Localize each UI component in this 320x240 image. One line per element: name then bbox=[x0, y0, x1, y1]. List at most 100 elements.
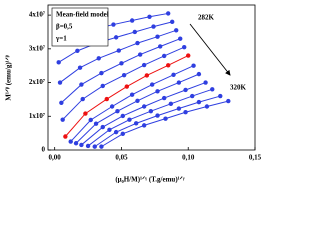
data-point bbox=[226, 98, 231, 104]
data-point bbox=[99, 70, 104, 76]
data-point bbox=[120, 131, 125, 137]
data-point bbox=[120, 113, 125, 119]
data-point bbox=[79, 82, 84, 87]
data-point bbox=[210, 87, 215, 92]
data-point bbox=[100, 83, 105, 89]
data-point bbox=[60, 117, 65, 122]
data-point bbox=[93, 121, 99, 126]
label-box bbox=[51, 7, 109, 47]
data-point bbox=[68, 139, 73, 144]
data-point bbox=[57, 80, 63, 85]
data-point bbox=[75, 48, 80, 54]
data-point bbox=[151, 24, 156, 29]
arrow bbox=[189, 23, 231, 76]
plot-frame bbox=[47, 4, 256, 151]
data-point bbox=[88, 117, 93, 123]
data-point bbox=[147, 14, 152, 20]
y-tick-label: 3x10⁷ bbox=[29, 44, 45, 52]
data-point bbox=[79, 142, 84, 148]
data-point bbox=[161, 53, 167, 59]
data-point bbox=[124, 84, 129, 89]
data-point bbox=[109, 104, 115, 109]
x-axis-label: (μ₀H/M)¹ᐟᵞ (T.g/emu)¹ᐟᵞ bbox=[115, 176, 184, 184]
data-point bbox=[127, 117, 132, 122]
data-point bbox=[148, 109, 154, 114]
data-point bbox=[111, 22, 116, 27]
data-point bbox=[96, 56, 101, 61]
data-point bbox=[59, 100, 64, 105]
data-point bbox=[182, 44, 187, 50]
data-point bbox=[121, 72, 127, 78]
y-tick-label: 1x10⁷ bbox=[29, 112, 45, 120]
data-point bbox=[56, 60, 61, 65]
data-point bbox=[218, 93, 223, 99]
data-point bbox=[135, 40, 140, 46]
y-tick-label: 4x10⁷ bbox=[29, 11, 45, 19]
data-point bbox=[196, 71, 202, 77]
data-point bbox=[107, 127, 112, 132]
x-tick-label: 0,15 bbox=[249, 154, 262, 162]
data-point bbox=[80, 96, 85, 102]
data-point bbox=[133, 121, 139, 126]
data-point bbox=[132, 29, 138, 35]
data-point bbox=[155, 113, 160, 118]
annotation: γ=1 bbox=[55, 35, 67, 43]
chart: Mean-field model β=0,5 γ=1 282K 320K (μ₀… bbox=[5, 4, 262, 184]
data-point bbox=[116, 48, 121, 53]
annotation: 320K bbox=[230, 84, 247, 92]
data-point bbox=[73, 141, 79, 146]
data-point bbox=[119, 61, 124, 66]
data-point bbox=[161, 95, 167, 101]
data-point bbox=[115, 109, 120, 114]
x-tick-label: 0,10 bbox=[182, 154, 195, 162]
x-tick-label: 0,05 bbox=[115, 154, 128, 162]
data-point bbox=[63, 134, 68, 139]
data-point bbox=[190, 93, 195, 99]
data-point bbox=[141, 123, 147, 128]
data-point bbox=[178, 36, 183, 41]
data-point bbox=[113, 35, 119, 40]
data-point bbox=[100, 124, 105, 130]
data-point bbox=[77, 65, 83, 70]
data-point bbox=[85, 143, 91, 149]
data-point bbox=[104, 96, 109, 102]
data-point bbox=[137, 52, 143, 57]
annotation: 282K bbox=[198, 14, 215, 22]
data-point bbox=[163, 116, 168, 121]
data-point bbox=[186, 53, 191, 58]
data-point bbox=[170, 19, 175, 25]
data-point bbox=[191, 63, 196, 68]
data-point bbox=[99, 144, 104, 149]
data-point bbox=[204, 104, 210, 109]
data-point bbox=[141, 62, 147, 68]
annotation: β=0,5 bbox=[56, 23, 73, 31]
data-point bbox=[83, 111, 88, 116]
data-point bbox=[203, 80, 208, 85]
data-point bbox=[196, 99, 202, 105]
data-point bbox=[155, 89, 160, 94]
data-point bbox=[144, 73, 150, 78]
data-point bbox=[157, 44, 163, 49]
data-point bbox=[176, 80, 182, 85]
data-point bbox=[155, 34, 160, 39]
data-point bbox=[135, 98, 140, 103]
y-axis-label: M¹ᐟᵝ (emu/g)¹ᐟᵝ bbox=[5, 55, 13, 101]
data-point bbox=[92, 144, 97, 149]
series-line bbox=[61, 38, 181, 104]
data-point bbox=[174, 28, 179, 33]
data-point bbox=[129, 92, 135, 97]
data-point bbox=[171, 72, 176, 78]
data-point bbox=[176, 106, 182, 111]
data-point bbox=[113, 129, 119, 135]
y-tick-label: 2x10⁷ bbox=[29, 78, 45, 86]
data-point bbox=[129, 18, 135, 23]
data-point bbox=[168, 101, 174, 107]
data-point bbox=[183, 87, 188, 93]
data-point bbox=[141, 104, 147, 109]
data-point bbox=[165, 63, 171, 68]
data-point bbox=[165, 11, 171, 16]
chart-title: Mean-field model bbox=[56, 11, 109, 19]
y-tick-label: 0 bbox=[42, 146, 46, 154]
data-point bbox=[149, 82, 155, 87]
x-tick-label: 0,00 bbox=[49, 154, 62, 162]
